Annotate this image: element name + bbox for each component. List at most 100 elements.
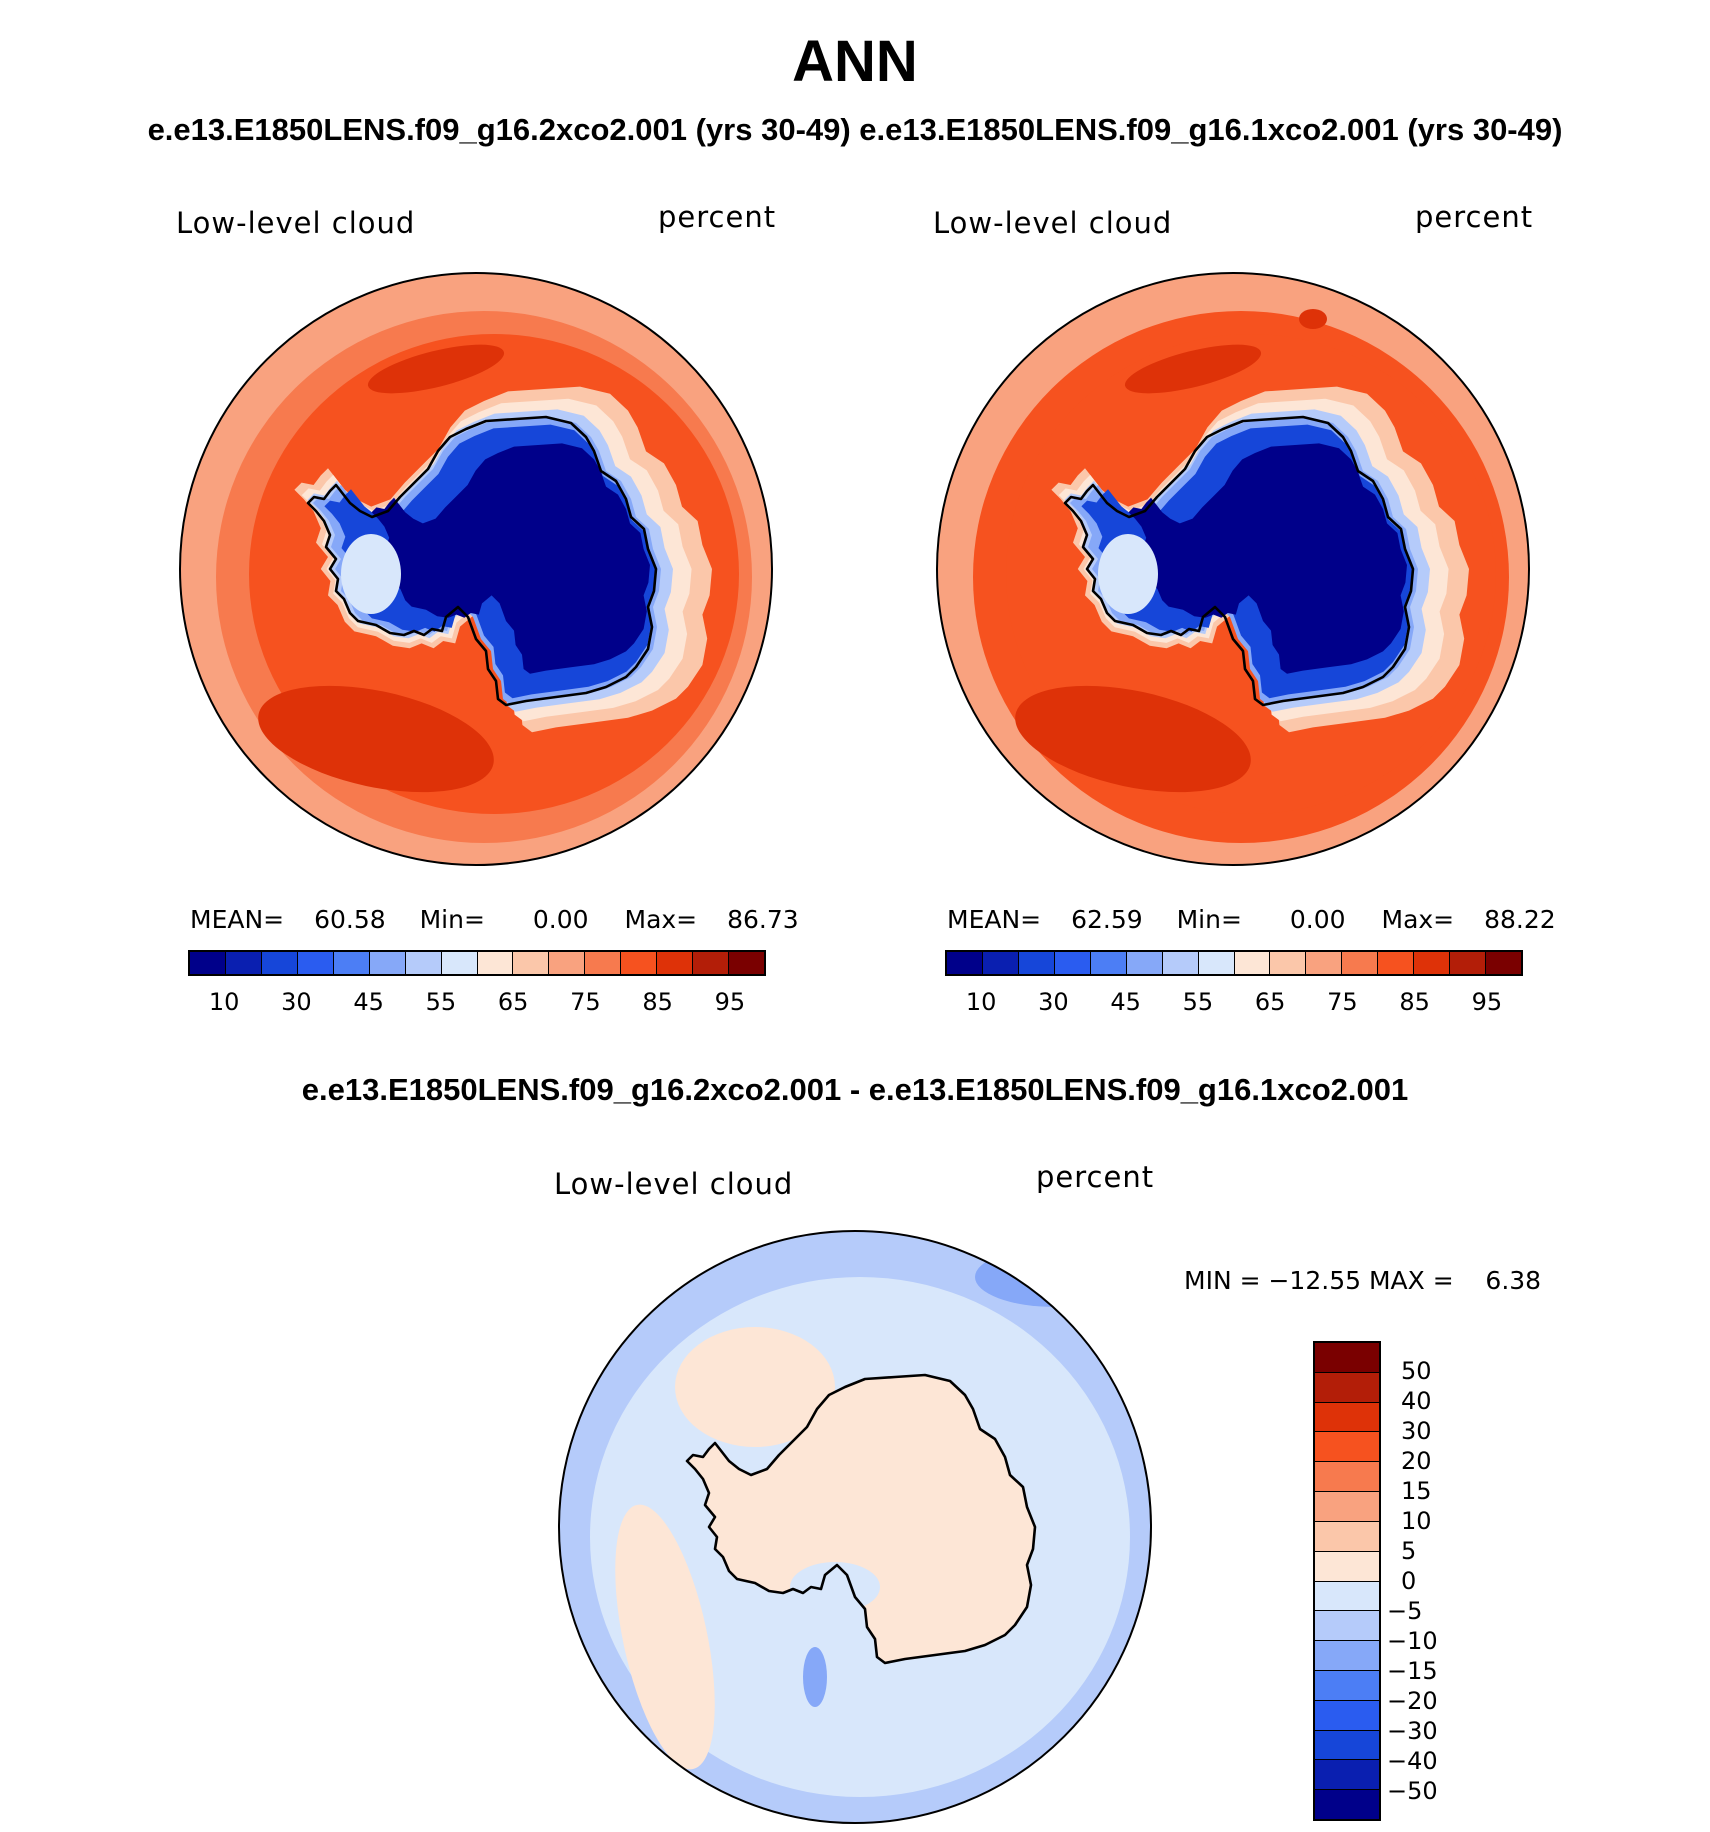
ice-core [1128,443,1407,674]
dark-cloud-lobe [1015,685,1251,793]
colorbar-swatch [1450,952,1487,974]
diff-negative-spot [803,1647,827,1707]
diff-neutral-area [945,1707,1005,1747]
colorbar-swatch [1315,1641,1379,1671]
colorbar-swatch [1270,952,1307,974]
colorbar-tick-label: 30 [281,988,312,1016]
colorbar-tick-label: 65 [1254,988,1286,1016]
colorbar-tick-label: −5 [1387,1597,1423,1625]
map-fill-layer [937,273,1529,865]
colorbar-tick-label: −50 [1387,1777,1438,1805]
diff-negative-edge [725,1231,1045,1253]
panel2-mean-value: 62.59 [1071,905,1143,934]
diff-colorbar [1313,1341,1381,1821]
coastline [685,1373,1037,1665]
colorbar-swatch [1378,952,1415,974]
colorbar-swatch [1315,1790,1379,1819]
colorbar-tick-label: 95 [1471,988,1503,1016]
panel2-max-label: Max= [1381,905,1455,934]
colorbar-swatch [477,952,514,974]
panel2-polar-map [936,272,1530,866]
colorbar-tick-label: 95 [714,988,746,1016]
diff-neutral-area [790,1562,880,1612]
panel1-max-value: 86.73 [727,905,799,934]
dark-cloud-lobe [258,685,494,793]
diff-subtitle: e.e13.E1850LENS.f09_g16.2xco2.001 - e.e1… [301,1072,1409,1107]
panel1-variable-label: Low-level cloud [176,206,416,240]
colorbar-swatch [1315,1551,1379,1582]
colorbar-swatch [1018,952,1055,974]
colorbar-tick-label: 20 [1401,1447,1432,1475]
colorbar-swatch [1315,1611,1379,1642]
diff-minmax: MIN = −12.55 MAX = 6.38 [1184,1266,1542,1295]
diff-positive-area [675,1327,835,1447]
dark-cloud-lobe [1124,344,1262,394]
panel1-colorbar [188,950,766,976]
colorbar-swatch [441,952,478,974]
colorbar-swatch [1315,1670,1379,1701]
colorbar-swatch [1315,1432,1379,1463]
colorbar-swatch [1234,952,1271,974]
colorbar-tick-label: 55 [425,988,457,1016]
colorbar-swatch [729,952,764,974]
colorbar-tick-label: 10 [965,988,997,1016]
page-title: ANN [792,29,918,94]
colorbar-swatch [225,952,262,974]
diff-negative-spot [975,1247,1135,1307]
colorbar-swatch [1315,1730,1379,1761]
panel2-units-label: percent [1415,200,1534,234]
panel2-stats: MEAN= 62.59 Min= 0.00 Max= 88.22 [947,905,1556,934]
colorbar-tick-label: 15 [1401,1477,1432,1505]
coastline [1063,415,1415,707]
colorbar-tick-label: 5 [1401,1537,1417,1565]
panel2-colorbar [945,950,1523,976]
panel2-colorbar-ticks: 10 30 45 55 65 75 85 95 [945,988,1523,1018]
colorbar-swatch [1315,1372,1379,1403]
colorbar-swatch [1315,1521,1379,1552]
panel2-max-value: 88.22 [1484,905,1556,934]
colorbar-tick-label: −15 [1387,1657,1438,1685]
colorbar-tick-label: 45 [1110,988,1141,1016]
colorbar-swatch [1315,1581,1379,1612]
colorbar-swatch [1126,952,1163,974]
colorbar-tick-label: 30 [1038,988,1069,1016]
panel1-min-label: Min= [419,905,485,934]
diff-variable-label: Low-level cloud [554,1167,794,1201]
map-border [179,272,773,866]
panel2-min-label: Min= [1176,905,1242,934]
colorbar-swatch [1315,1700,1379,1731]
panel2-variable-label: Low-level cloud [933,206,1173,240]
colorbar-swatch [1315,1462,1379,1493]
colorbar-tick-label: 30 [1401,1417,1432,1445]
map-border [936,272,1530,866]
map-fill-layer [180,273,772,865]
colorbar-swatch [947,952,983,974]
colorbar-tick-label: 75 [570,988,601,1016]
top-subtitle: e.e13.E1850LENS.f09_g16.2xco2.001 (yrs 3… [147,112,1563,147]
colorbar-swatch [261,952,298,974]
colorbar-tick-label: 55 [1182,988,1214,1016]
diff-units-label: percent [1036,1160,1155,1194]
colorbar-swatch [1315,1492,1379,1522]
colorbar-tick-label: 85 [642,988,673,1016]
coastline [306,415,658,707]
colorbar-swatch [190,952,226,974]
colorbar-swatch [1054,952,1091,974]
colorbar-swatch [693,952,730,974]
colorbar-tick-label: 85 [1399,988,1430,1016]
colorbar-swatch [369,952,406,974]
panel1-mean-label: MEAN= [190,905,285,934]
colorbar-swatch [297,952,334,974]
colorbar-swatch [1090,952,1127,974]
colorbar-swatch [1315,1760,1379,1791]
ice-core [371,443,650,674]
panel1-units-label: percent [658,200,777,234]
colorbar-swatch [513,952,550,974]
peninsula-light [1098,534,1158,614]
colorbar-swatch [1315,1402,1379,1433]
dark-cloud-lobe [367,344,505,394]
panel2-min-value: 0.00 [1289,905,1346,934]
colorbar-swatch [1162,952,1199,974]
colorbar-tick-label: 75 [1327,988,1358,1016]
colorbar-tick-label: 45 [353,988,384,1016]
